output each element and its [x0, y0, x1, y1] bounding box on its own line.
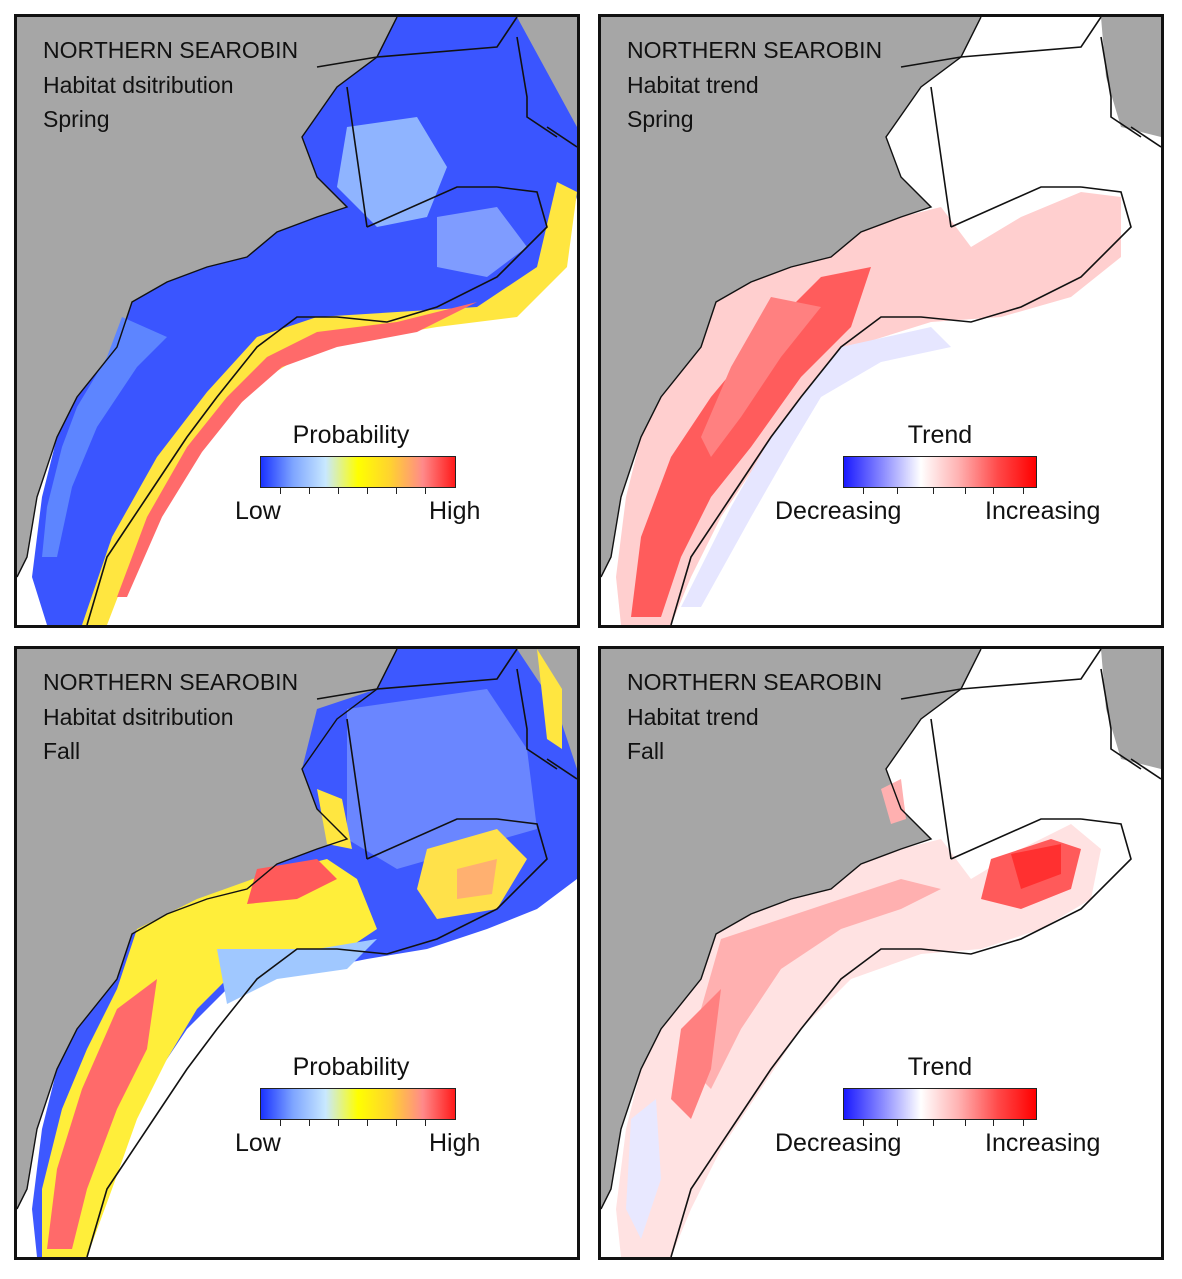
depth-contour: [670, 649, 1161, 1257]
legend-high-label: Increasing: [985, 497, 1101, 525]
depth-contour: [86, 649, 577, 1257]
legend-ticks: [260, 487, 456, 495]
season-label: Spring: [43, 106, 110, 132]
legend-ticks: [843, 1119, 1037, 1127]
legend-color-ramp: [843, 1088, 1037, 1120]
habitat-surface: [217, 939, 377, 1004]
legend-high-label: Increasing: [985, 1129, 1101, 1157]
probability-legend: Probability Low High: [231, 421, 480, 525]
coastline: [17, 17, 398, 578]
map-type-label: Habitat dsitribution: [43, 71, 234, 98]
map-panel-spring-trend: NORTHERN SEAROBIN Habitat trend Spring T…: [598, 14, 1164, 628]
season-label: Fall: [627, 738, 665, 764]
habitat-surface: [616, 824, 1101, 1257]
habitat-surface: [616, 192, 1121, 625]
coastline: [601, 17, 982, 578]
legend-low-label: Decreasing: [775, 1129, 902, 1157]
legend-low-label: Low: [235, 497, 281, 525]
habitat-surface: [881, 779, 906, 824]
habitat-map: [17, 649, 577, 1257]
species-name: NORTHERN SEAROBIN: [627, 669, 883, 695]
land-mass: [1101, 17, 1161, 137]
habitat-surface: [701, 297, 821, 457]
habitat-surface: [47, 979, 157, 1249]
legend-ticks: [260, 1119, 456, 1127]
habitat-surface: [457, 859, 497, 899]
land-mass: [17, 17, 397, 577]
probability-legend: Probability Low High: [231, 1053, 480, 1157]
legend-high-label: High: [429, 497, 481, 525]
habitat-surface: [337, 117, 447, 227]
habitat-surface: [42, 317, 167, 557]
map-panel-fall-distribution: NORTHERN SEAROBIN Habitat dsitribution F…: [14, 646, 580, 1260]
habitat-surface: [626, 1099, 661, 1239]
habitat-surface: [437, 207, 527, 277]
legend-title: Probability: [292, 421, 410, 449]
legend-title: Probability: [292, 1053, 410, 1081]
season-label: Spring: [627, 106, 694, 132]
legend-ticks: [843, 487, 1037, 495]
legend-high-label: High: [429, 1129, 481, 1157]
habitat-surface: [671, 989, 721, 1119]
habitat-surface: [537, 649, 562, 749]
habitat-map: [17, 17, 577, 625]
trend-legend: Trend Decreasing Increasing: [773, 1053, 1133, 1157]
legend-title: Trend: [907, 421, 973, 449]
coastline: [17, 649, 398, 1210]
panel-title-block: NORTHERN SEAROBIN Habitat dsitribution S…: [43, 33, 298, 137]
trend-legend: Trend Decreasing Increasing: [773, 421, 1133, 525]
legend-low-label: Decreasing: [775, 497, 902, 525]
land-mass: [601, 17, 981, 577]
habitat-surface: [117, 302, 477, 597]
panel-title-block: NORTHERN SEAROBIN Habitat trend Spring: [627, 33, 882, 137]
land-mass: [1101, 649, 1161, 769]
species-name: NORTHERN SEAROBIN: [627, 37, 883, 63]
legend-low-label: Low: [235, 1129, 281, 1157]
coastline: [601, 649, 982, 1210]
legend-color-ramp: [843, 456, 1037, 488]
habitat-surface: [691, 879, 941, 1089]
legend-color-ramp: [260, 456, 456, 488]
habitat-surface: [1011, 844, 1061, 889]
species-name: NORTHERN SEAROBIN: [43, 669, 299, 695]
panel-title-block: NORTHERN SEAROBIN Habitat dsitribution F…: [43, 665, 298, 769]
depth-contour: [86, 17, 577, 625]
legend-title: Trend: [907, 1053, 973, 1081]
habitat-map: [601, 649, 1161, 1257]
habitat-surface: [631, 267, 871, 617]
habitat-map: [601, 17, 1161, 625]
map-type-label: Habitat trend: [627, 703, 759, 730]
species-name: NORTHERN SEAROBIN: [43, 37, 299, 63]
land-mass: [17, 649, 397, 1209]
map-panel-fall-trend: NORTHERN SEAROBIN Habitat trend Fall Tre…: [598, 646, 1164, 1260]
map-type-label: Habitat dsitribution: [43, 703, 234, 730]
map-panel-spring-distribution: NORTHERN SEAROBIN Habitat dsitribution S…: [14, 14, 580, 628]
panel-title-block: NORTHERN SEAROBIN Habitat trend Fall: [627, 665, 882, 769]
map-type-label: Habitat trend: [627, 71, 759, 98]
habitat-surface: [317, 789, 352, 849]
depth-contour: [670, 17, 1161, 625]
season-label: Fall: [43, 738, 81, 764]
habitat-surface: [347, 689, 537, 869]
habitat-surface: [681, 327, 951, 607]
legend-color-ramp: [260, 1088, 456, 1120]
